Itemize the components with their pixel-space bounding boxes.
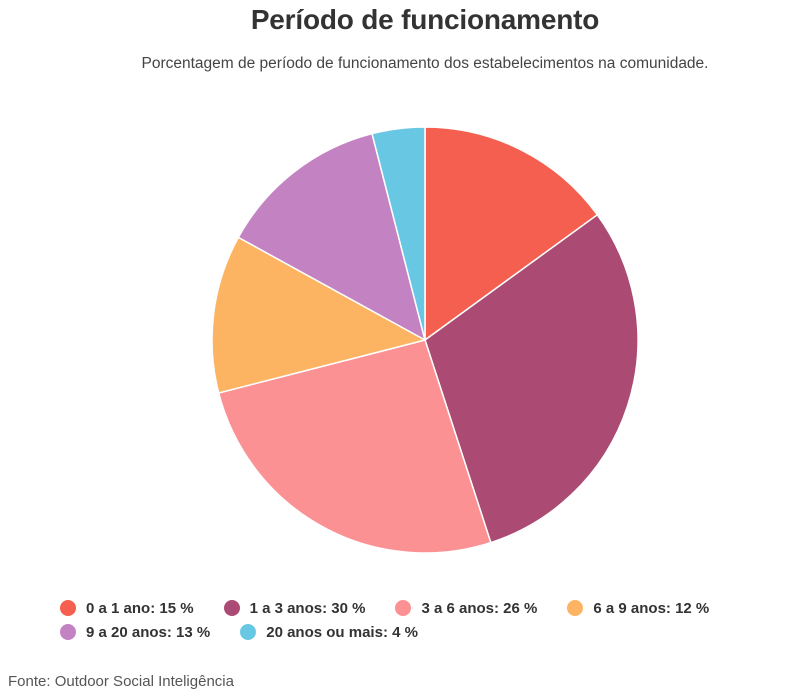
chart-title: Período de funcionamento [250, 4, 600, 35]
legend-dot-0-1-ano [60, 600, 76, 616]
legend-dot-3-6-anos [395, 600, 412, 616]
legend-item-20-anos-ou-mais[interactable]: 20 anos ou mais: 4 % [240, 624, 418, 641]
legend-label-9-20-anos: 9 a 20 anos: 13 % [86, 623, 211, 641]
legend-dot-9-20-anos [60, 624, 76, 640]
legend-label-1-3-anos: 1 a 3 anos: 30 % [249, 599, 366, 617]
legend-dot-6-9-anos [567, 600, 584, 616]
legend-item-6-9-anos[interactable]: 6 a 9 anos: 12 % [567, 600, 709, 617]
legend-dot-1-3-anos [223, 600, 240, 616]
legend-row-1: 0 a 1 ano: 15 % 1 a 3 anos: 30 % 3 a 6 a… [60, 596, 800, 620]
pie-chart [211, 126, 639, 554]
legend-item-3-6-anos[interactable]: 3 a 6 anos: 26 % [395, 600, 537, 617]
pie-slice-9-a-20-anos[interactable] [237, 132, 426, 341]
legend-dot-20-anos-ou-mais [240, 624, 257, 640]
pie-slice-20-anos-ou-mais[interactable] [371, 126, 426, 341]
legend-label-20-anos-ou-mais: 20 anos ou mais: 4 % [266, 623, 418, 641]
legend-item-1-3-anos[interactable]: 1 a 3 anos: 30 % [223, 599, 366, 617]
source-note: Fonte: Outdoor Social Inteligência [8, 673, 234, 690]
pie-slice-0-a-1-ano[interactable] [424, 126, 599, 341]
pie-slice-6-a-9-anos[interactable] [211, 236, 426, 394]
pie-slice-1-a-3-anos[interactable] [424, 214, 639, 544]
legend-item-0-1-ano[interactable]: 0 a 1 ano: 15 % [60, 600, 194, 617]
legend-label-6-9-anos: 6 a 9 anos: 12 % [593, 599, 710, 617]
legend-label-0-1-ano: 0 a 1 ano: 15 % [86, 599, 194, 617]
chart-legend: 0 a 1 ano: 15 % 1 a 3 anos: 30 % 3 a 6 a… [60, 596, 800, 644]
legend-item-9-20-anos[interactable]: 9 a 20 anos: 13 % [60, 624, 210, 641]
legend-row-2: 9 a 20 anos: 13 % 20 anos ou mais: 4 % [60, 620, 800, 644]
chart-subtitle: Porcentagem de período de funcionamento … [141, 55, 709, 72]
legend-label-3-6-anos: 3 a 6 anos: 26 % [421, 599, 538, 617]
pie-slice-3-a-6-anos[interactable] [217, 339, 492, 554]
